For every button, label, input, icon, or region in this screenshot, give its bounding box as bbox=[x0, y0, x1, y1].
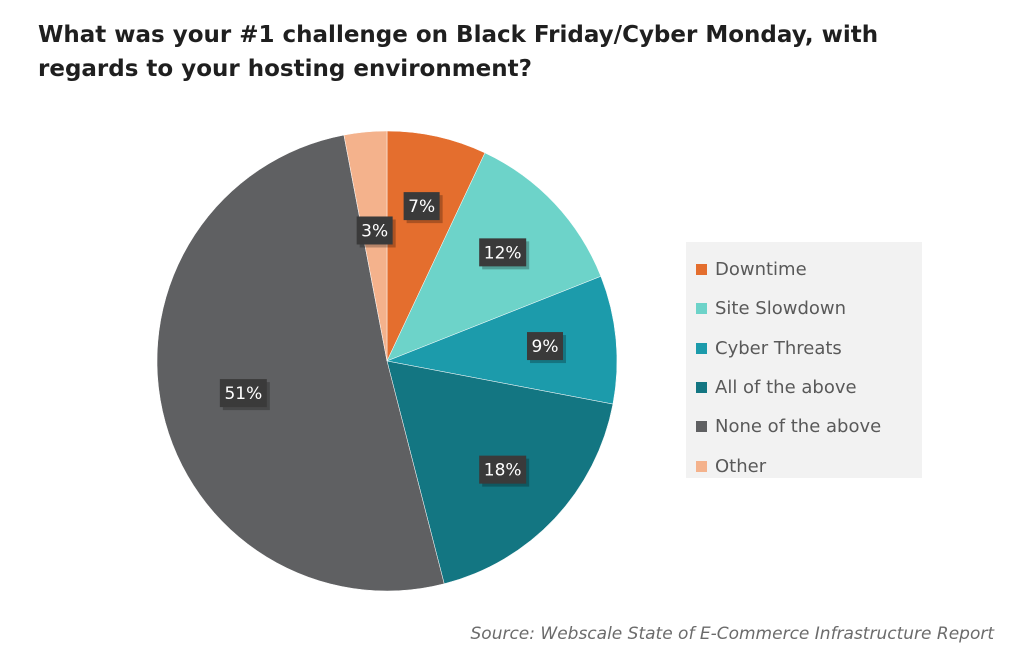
legend-swatch-other bbox=[696, 460, 707, 472]
chart-title-line-2: regards to your hosting environment? bbox=[38, 56, 532, 82]
legend-label-site-slowdown: Site Slowdown bbox=[715, 298, 847, 320]
chart-title-line-1: What was your #1 challenge on Black Frid… bbox=[38, 22, 879, 48]
legend-label-downtime: Downtime bbox=[715, 259, 807, 281]
data-label-text: 18% bbox=[484, 461, 522, 481]
legend-swatch-cyber-threats bbox=[696, 342, 707, 354]
legend-label-none-of-the-above: None of the above bbox=[715, 416, 882, 438]
data-label-cyber-threats: 9% bbox=[526, 332, 566, 364]
data-label-box bbox=[526, 332, 563, 361]
legend-item-site-slowdown: Site Slowdown bbox=[696, 289, 922, 328]
pie-data-labels: 7% 12% 9% 18% 51% 3% bbox=[219, 192, 566, 487]
legend-item-other: Other bbox=[696, 446, 922, 485]
data-label-box bbox=[479, 238, 527, 267]
legend-label-all-of-the-above: All of the above bbox=[715, 377, 857, 399]
legend-label-other: Other bbox=[715, 455, 767, 477]
legend-label-cyber-threats: Cyber Threats bbox=[715, 337, 842, 359]
legend-item-all-of-the-above: All of the above bbox=[696, 368, 922, 407]
data-label-other: 3% bbox=[356, 216, 396, 248]
data-label-box bbox=[403, 192, 440, 221]
legend-item-cyber-threats: Cyber Threats bbox=[696, 329, 922, 368]
pie-slice-downtime bbox=[386, 130, 486, 362]
data-label-all-of-the-above: 18% bbox=[479, 455, 530, 487]
data-label-box bbox=[479, 455, 527, 484]
chart-title: What was your #1 challenge on Black Frid… bbox=[38, 18, 998, 86]
pie-slice-other bbox=[343, 130, 388, 362]
legend-swatch-site-slowdown bbox=[696, 303, 707, 315]
legend-swatch-none-of-the-above bbox=[696, 421, 707, 433]
legend-swatch-all-of-the-above bbox=[696, 382, 707, 394]
data-label-text: 3% bbox=[361, 221, 388, 241]
pie-slice-cyber-threats bbox=[386, 276, 618, 405]
chart-legend: Downtime Site Slowdown Cyber Threats All… bbox=[686, 242, 922, 478]
data-label-box bbox=[219, 379, 267, 408]
source-note: Source: Webscale State of E-Commerce Inf… bbox=[470, 624, 995, 644]
legend-item-none-of-the-above: None of the above bbox=[696, 407, 922, 446]
data-label-site-slowdown: 12% bbox=[479, 238, 530, 270]
data-label-box bbox=[356, 216, 393, 245]
data-label-downtime: 7% bbox=[403, 192, 443, 224]
legend-swatch-downtime bbox=[696, 264, 707, 276]
pie-slice-none-of-the-above bbox=[156, 134, 445, 592]
legend-item-downtime: Downtime bbox=[696, 250, 922, 289]
data-label-text: 7% bbox=[408, 197, 435, 217]
data-label-text: 51% bbox=[224, 384, 262, 404]
data-label-text: 12% bbox=[484, 243, 522, 263]
data-label-none-of-the-above: 51% bbox=[219, 379, 270, 411]
data-label-text: 9% bbox=[532, 337, 559, 357]
